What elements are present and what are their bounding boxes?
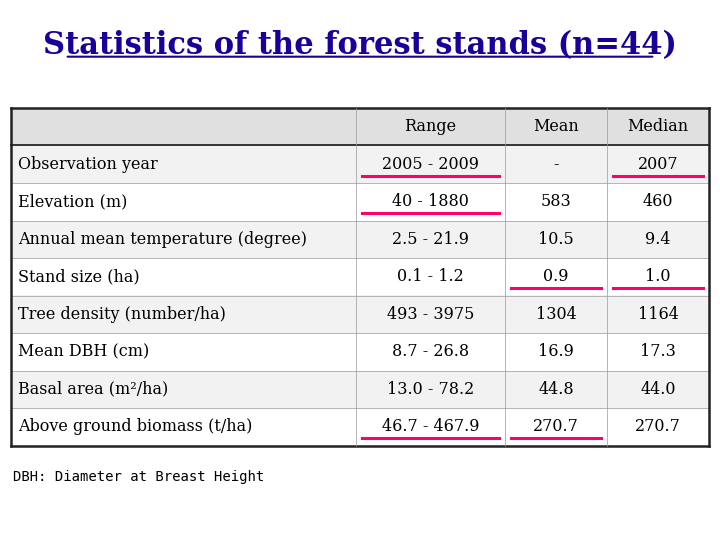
Text: Range: Range (405, 118, 456, 135)
Text: 1.0: 1.0 (645, 268, 671, 285)
Text: Mean: Mean (534, 118, 579, 135)
Text: Annual mean temperature (degree): Annual mean temperature (degree) (18, 231, 307, 248)
Bar (11, 258, 709, 295)
Text: -: - (554, 156, 559, 173)
Text: 16.9: 16.9 (539, 343, 574, 360)
Text: Elevation (m): Elevation (m) (18, 193, 127, 210)
Text: 1164: 1164 (638, 306, 679, 323)
Text: 9.4: 9.4 (645, 231, 671, 248)
Text: Mean DBH (cm): Mean DBH (cm) (18, 343, 149, 360)
Bar (11, 333, 709, 370)
Bar (11, 295, 709, 333)
Text: Median: Median (628, 118, 689, 135)
Text: 270.7: 270.7 (534, 418, 579, 435)
Bar (11, 408, 709, 446)
Text: 44.8: 44.8 (539, 381, 574, 398)
Text: 2.5 - 21.9: 2.5 - 21.9 (392, 231, 469, 248)
Text: Statistics of the forest stands (n=44): Statistics of the forest stands (n=44) (43, 30, 677, 60)
Bar (11, 370, 709, 408)
Text: DBH: Diameter at Breast Height: DBH: Diameter at Breast Height (13, 470, 264, 484)
Text: 493 - 3975: 493 - 3975 (387, 306, 474, 323)
Text: 583: 583 (541, 193, 572, 210)
Text: Basal area (m²/ha): Basal area (m²/ha) (18, 381, 168, 398)
Bar (11, 108, 709, 145)
Text: 2005 - 2009: 2005 - 2009 (382, 156, 479, 173)
Text: 0.9: 0.9 (544, 268, 569, 285)
Text: 270.7: 270.7 (635, 418, 681, 435)
Text: Above ground biomass (t/ha): Above ground biomass (t/ha) (18, 418, 253, 435)
Text: Stand size (ha): Stand size (ha) (18, 268, 140, 285)
Text: 10.5: 10.5 (539, 231, 574, 248)
Text: 17.3: 17.3 (640, 343, 676, 360)
Text: 8.7 - 26.8: 8.7 - 26.8 (392, 343, 469, 360)
Text: Tree density (number/ha): Tree density (number/ha) (18, 306, 226, 323)
Text: 1304: 1304 (536, 306, 577, 323)
Text: 46.7 - 467.9: 46.7 - 467.9 (382, 418, 480, 435)
Text: 2007: 2007 (638, 156, 678, 173)
Bar (11, 145, 709, 183)
Text: 44.0: 44.0 (641, 381, 676, 398)
Text: 460: 460 (643, 193, 673, 210)
Text: 13.0 - 78.2: 13.0 - 78.2 (387, 381, 474, 398)
Text: 0.1 - 1.2: 0.1 - 1.2 (397, 268, 464, 285)
Text: Observation year: Observation year (18, 156, 158, 173)
Bar (11, 220, 709, 258)
Bar (11, 183, 709, 220)
Text: 40 - 1880: 40 - 1880 (392, 193, 469, 210)
